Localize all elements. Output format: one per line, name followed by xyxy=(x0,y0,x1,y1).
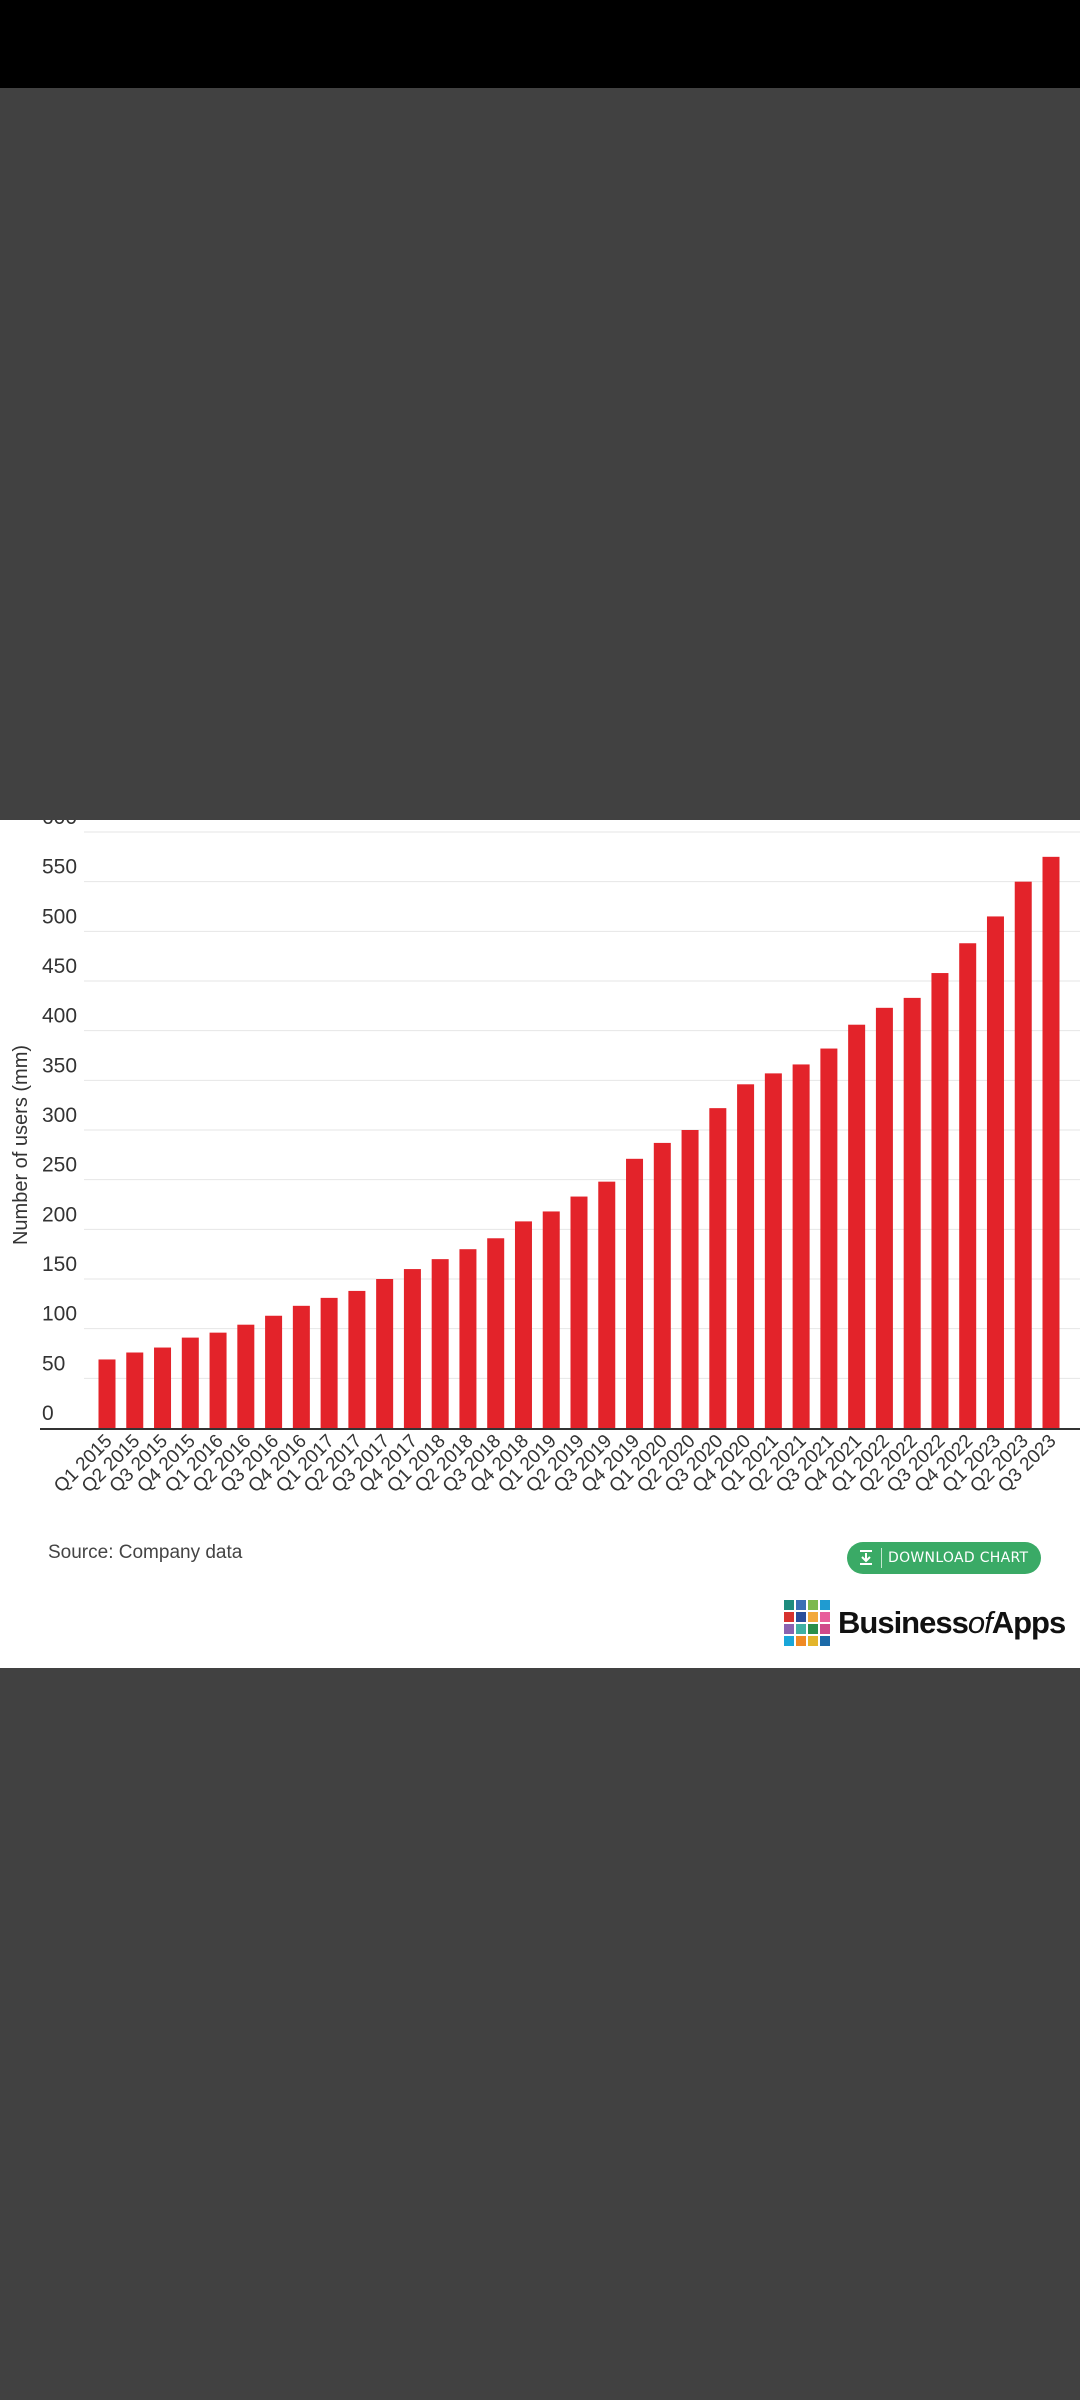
bar xyxy=(98,1359,116,1428)
bar xyxy=(376,1279,394,1428)
bar xyxy=(709,1108,727,1428)
y-tick-label: 0 xyxy=(42,1402,54,1425)
bar xyxy=(181,1337,199,1428)
y-tick-label: 450 xyxy=(42,955,77,978)
brand-tile xyxy=(784,1600,794,1610)
bar xyxy=(653,1142,671,1428)
brand-tile xyxy=(784,1624,794,1634)
download-chart-button[interactable]: DOWNLOAD CHART xyxy=(847,1542,1041,1574)
y-tick-label: 600 xyxy=(42,820,77,829)
download-icon xyxy=(857,1548,875,1568)
brand-tile xyxy=(784,1636,794,1646)
bar xyxy=(487,1238,505,1428)
brand-logo: BusinessofApps xyxy=(784,1598,1066,1648)
bar xyxy=(1014,881,1032,1428)
bar xyxy=(459,1249,477,1428)
bar xyxy=(237,1324,255,1428)
bar xyxy=(1042,856,1060,1428)
brand-tile xyxy=(796,1624,806,1634)
y-tick-label: 550 xyxy=(42,856,77,879)
y-tick-label: 50 xyxy=(42,1352,65,1375)
brand-name-part: Business xyxy=(838,1605,969,1640)
brand-name-part: of xyxy=(967,1605,993,1640)
y-axis-label: Number of users (mm) xyxy=(10,1045,32,1245)
bar xyxy=(875,1007,893,1428)
y-tick-label: 150 xyxy=(42,1253,77,1276)
source-note: Source: Company data xyxy=(48,1542,243,1563)
brand-name: BusinessofApps xyxy=(838,1605,1066,1641)
bar xyxy=(959,943,977,1428)
y-tick-label: 300 xyxy=(42,1104,77,1127)
bar xyxy=(126,1352,144,1428)
y-tick-label: 200 xyxy=(42,1203,77,1226)
bar xyxy=(820,1048,838,1428)
bar xyxy=(154,1347,172,1428)
brand-tile xyxy=(820,1612,830,1622)
bar xyxy=(903,997,921,1428)
bar xyxy=(792,1064,810,1428)
bar xyxy=(626,1158,644,1428)
bar xyxy=(681,1130,699,1428)
brand-logo-icon xyxy=(784,1600,830,1646)
bar xyxy=(209,1332,227,1428)
y-tick-label: 100 xyxy=(42,1303,77,1326)
bar xyxy=(570,1196,588,1428)
brand-tile xyxy=(808,1636,818,1646)
brand-tile xyxy=(808,1624,818,1634)
brand-name-part: Apps xyxy=(991,1605,1066,1640)
bar xyxy=(320,1297,338,1428)
y-tick-label: 250 xyxy=(42,1154,77,1177)
bar xyxy=(931,973,949,1428)
bar xyxy=(764,1073,782,1428)
y-tick-label: 350 xyxy=(42,1054,77,1077)
bar xyxy=(403,1269,421,1428)
y-tick-label: 500 xyxy=(42,905,77,928)
brand-tile xyxy=(808,1612,818,1622)
bar xyxy=(848,1024,866,1428)
bar xyxy=(514,1221,532,1428)
brand-tile xyxy=(784,1612,794,1622)
brand-tile xyxy=(820,1636,830,1646)
bar xyxy=(986,916,1004,1428)
download-chart-label: DOWNLOAD CHART xyxy=(888,1550,1029,1566)
bar xyxy=(737,1084,755,1428)
button-separator xyxy=(881,1548,882,1568)
brand-tile xyxy=(808,1600,818,1610)
bar xyxy=(348,1290,366,1428)
brand-tile xyxy=(796,1612,806,1622)
brand-tile xyxy=(796,1636,806,1646)
brand-tile xyxy=(820,1600,830,1610)
chart-card: 050100150200250300350400450500550600Q1 2… xyxy=(0,820,1080,1668)
bar-chart: 050100150200250300350400450500550600Q1 2… xyxy=(10,820,1080,1497)
bar xyxy=(598,1181,616,1428)
bar xyxy=(542,1211,560,1428)
y-tick-label: 400 xyxy=(42,1005,77,1028)
brand-tile xyxy=(820,1624,830,1634)
bar xyxy=(431,1259,449,1428)
bar xyxy=(292,1305,310,1428)
status-bar xyxy=(0,0,1080,88)
brand-tile xyxy=(796,1600,806,1610)
bar xyxy=(265,1315,283,1428)
